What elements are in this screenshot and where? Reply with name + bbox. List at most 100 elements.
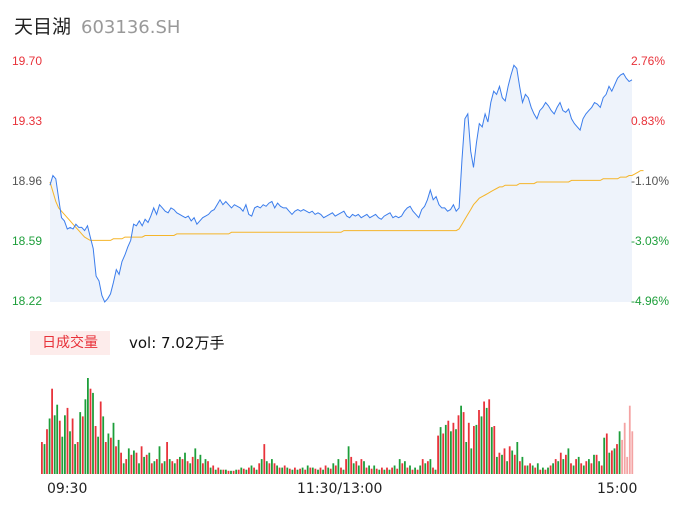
volume-bar — [304, 469, 307, 474]
volume-bar — [253, 467, 255, 474]
volume-bar — [120, 452, 122, 474]
volume-bar — [127, 448, 130, 474]
volume-bar — [334, 465, 337, 474]
volume-bar — [122, 463, 125, 474]
volume-bar — [97, 436, 99, 474]
volume-bar — [56, 404, 59, 474]
volume-bar — [357, 465, 360, 474]
volume-bar — [311, 467, 314, 474]
volume-bar — [317, 469, 319, 474]
volume-bar — [565, 454, 567, 474]
volume-bar — [342, 469, 345, 474]
percent-label-2: -1.10% — [631, 174, 670, 188]
volume-bar — [173, 463, 176, 474]
volume-bar — [360, 459, 363, 474]
volume-bar — [202, 463, 204, 474]
volume-bar — [455, 429, 457, 474]
volume-bar — [432, 467, 434, 474]
volume-bar — [470, 448, 473, 474]
volume-bar — [209, 467, 212, 474]
volume-bar — [600, 465, 603, 474]
volume-bar — [516, 442, 519, 474]
volume-bar — [588, 459, 590, 474]
volume-bar — [158, 446, 161, 474]
price-label-0: 19.70 — [12, 54, 43, 68]
volume-bar — [196, 459, 199, 474]
volume-bar — [214, 469, 217, 474]
volume-bar — [444, 424, 447, 474]
volume-bar — [240, 467, 243, 474]
volume-bar — [148, 452, 151, 474]
volume-bar — [281, 467, 284, 474]
volume-bar — [156, 459, 158, 474]
volume-bar — [163, 461, 166, 474]
volume-bar — [76, 442, 79, 474]
volume-bar — [286, 467, 289, 474]
volume-bar — [375, 468, 378, 474]
volume-bar — [409, 465, 411, 474]
volume-bar — [434, 469, 437, 474]
volume-bar — [355, 461, 358, 474]
volume-bar — [260, 459, 263, 474]
volume-bar — [294, 467, 296, 474]
volume-bar — [143, 456, 145, 474]
price-label-4: 18.22 — [12, 294, 43, 308]
volume-bar — [391, 467, 393, 474]
volume-bar — [115, 446, 117, 474]
volume-bar — [81, 416, 84, 474]
volume-bar — [125, 459, 128, 474]
volume-bar — [618, 431, 621, 474]
volume-bar — [524, 465, 526, 474]
volume-bar — [191, 456, 194, 474]
volume-bar — [327, 467, 330, 474]
volume-bar — [306, 465, 309, 474]
volume-bar — [237, 469, 240, 474]
percent-label-4: -4.96% — [631, 294, 670, 308]
volume-bar — [248, 467, 250, 474]
percent-label-0: 2.76% — [631, 54, 666, 68]
volume-bar — [582, 465, 585, 474]
volume-bar — [171, 461, 174, 474]
volume-bar — [153, 461, 156, 474]
percent-label-3: -3.03% — [631, 234, 670, 248]
volume-bar — [508, 446, 511, 474]
volume-bar — [567, 448, 570, 474]
volume-bar — [519, 461, 521, 474]
volume-bar — [442, 433, 445, 474]
volume-bar — [496, 456, 498, 474]
volume-bar — [424, 463, 427, 474]
stock-title: 天目湖 603136.SH — [14, 12, 180, 39]
volume-bar — [324, 465, 327, 474]
volume-bar — [616, 444, 618, 474]
volume-bar — [419, 465, 422, 474]
volume-bar — [575, 459, 577, 474]
volume-bar — [61, 436, 64, 474]
volume-bar — [480, 416, 483, 474]
volume-bar — [365, 467, 368, 474]
volume-bar — [194, 448, 197, 474]
volume-bar — [92, 392, 94, 474]
volume-bar — [64, 415, 66, 474]
volume-bar — [181, 459, 184, 474]
volume-bar — [536, 463, 539, 474]
volume-bar — [439, 427, 442, 474]
volume-bar — [232, 470, 235, 474]
volume-bar — [421, 459, 424, 474]
volume-bar — [611, 450, 613, 474]
volume-bar — [43, 444, 46, 474]
volume-bar — [112, 422, 115, 474]
volume-bar — [235, 469, 238, 474]
volume-bar — [138, 463, 140, 474]
volume-bar — [273, 463, 276, 474]
volume-bar — [48, 418, 51, 474]
volume-bar — [414, 467, 416, 474]
volume-bar — [250, 465, 253, 474]
volume-bar — [404, 461, 406, 474]
volume-bar — [626, 456, 629, 474]
volume-bar — [605, 433, 608, 474]
volume-bar — [429, 459, 432, 474]
volume-bar — [373, 465, 376, 474]
volume-bar — [53, 415, 56, 474]
volume-bar — [370, 468, 373, 474]
